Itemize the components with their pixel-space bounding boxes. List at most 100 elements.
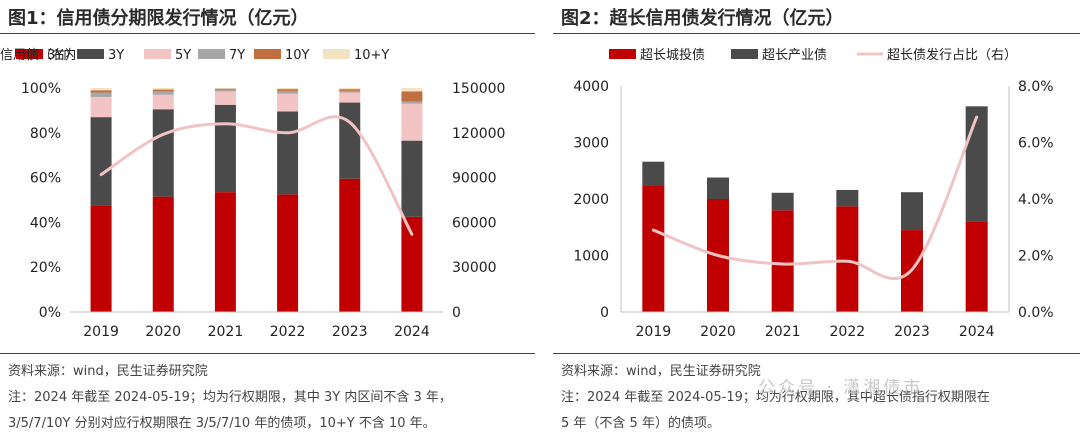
bar-segment xyxy=(277,90,299,94)
bar-segment xyxy=(771,210,794,312)
y2-tick-label: 4.0% xyxy=(1018,192,1054,208)
legend-swatch xyxy=(144,49,171,59)
bar-segment xyxy=(90,90,112,93)
series-line xyxy=(99,115,414,236)
bar-segment xyxy=(642,161,665,187)
bar-segment xyxy=(965,106,988,222)
x-tick-label: 2023 xyxy=(332,324,368,340)
bar-segment xyxy=(401,103,423,141)
bar-segment xyxy=(277,89,299,91)
legend-label: 10+Y xyxy=(354,48,389,63)
y2-tick-label: 30000 xyxy=(452,260,497,276)
chart-panel-right: 图2：超长信用债发行情况（亿元） 超长城投债 超长产业债 超长债发行占比（右） 201… xyxy=(553,0,1080,438)
legend-swatch xyxy=(609,49,636,59)
legend-swatch xyxy=(323,49,350,59)
bar-segment xyxy=(90,117,112,206)
watermark: 公众号 · 潇湘债市 xyxy=(758,378,924,398)
bar-segment xyxy=(771,192,794,211)
bar-segment xyxy=(90,92,112,97)
y-tick-label: 80% xyxy=(30,126,61,142)
bar-segment xyxy=(152,94,174,110)
chart-title: 图1：信用债分期限发行情况（亿元） xyxy=(8,8,309,29)
bar-segment xyxy=(152,196,174,312)
y-tick-label: 20% xyxy=(30,260,61,276)
y-tick-label: 3000 xyxy=(573,136,609,152)
title-divider xyxy=(553,33,1080,34)
bar-segment xyxy=(339,102,361,179)
bar-segment xyxy=(214,91,236,105)
bar-segment xyxy=(277,88,299,90)
legend-label: 超长债发行占比（右） xyxy=(887,47,1017,63)
y2-tick-label: 0.0% xyxy=(1018,305,1054,321)
legend-label: 3Y xyxy=(108,48,124,63)
bar-segment xyxy=(707,177,729,199)
legend-label: 超长产业债 xyxy=(762,48,827,63)
bar-segment xyxy=(401,88,423,92)
y2-tick-label: 8.0% xyxy=(1018,79,1054,95)
footnote-line-1: 注：2024 年截至 2024-05-19；均为行权期限，其中超长债指行权期限在 xyxy=(561,390,990,405)
y2-tick-label: 150000 xyxy=(452,81,505,97)
y2-tick-label: 6.0% xyxy=(1018,136,1054,152)
legend-swatch xyxy=(254,49,281,59)
bar-segment xyxy=(965,221,988,312)
chart-title: 图2：超长信用债发行情况（亿元） xyxy=(561,8,844,29)
bar-segment xyxy=(339,90,361,93)
bar-segment xyxy=(152,88,174,90)
bar-segment xyxy=(836,206,859,312)
footer-divider xyxy=(553,353,1080,354)
bar-segment xyxy=(277,111,299,195)
legend-swatch xyxy=(198,49,225,59)
bar-segment xyxy=(277,194,299,312)
y-tick-label: 0 xyxy=(600,305,609,321)
bar-segment xyxy=(214,88,236,90)
bar-segment xyxy=(339,178,361,312)
y-tick-label: 60% xyxy=(30,171,61,187)
stacked-bar-chart-right: 超长城投债 超长产业债 超长债发行占比（右） 2019 2020 2021 2022 2023… xyxy=(573,47,1054,340)
bar-segment xyxy=(277,93,299,112)
x-tick-label: 2021 xyxy=(765,324,801,340)
bar-segment xyxy=(642,186,665,312)
bar-segment xyxy=(401,140,423,217)
x-tick-label: 2019 xyxy=(636,324,672,340)
source-note: 资料来源：wind，民生证券研究院 xyxy=(8,364,208,379)
bar-segment xyxy=(401,216,423,312)
bar-segment xyxy=(339,88,361,90)
bar-segment xyxy=(90,88,112,91)
y2-tick-label: 90000 xyxy=(452,171,497,187)
bar-segment xyxy=(339,92,361,103)
bar-segment xyxy=(152,109,174,197)
legend-label: 7Y xyxy=(229,48,245,63)
y2-tick-label: 60000 xyxy=(452,215,497,231)
bar-segment xyxy=(152,89,174,92)
legend-label: 10Y xyxy=(285,48,310,63)
y2-tick-label: 2.0% xyxy=(1018,249,1054,265)
legend-label: 3Y内 xyxy=(47,47,76,63)
x-tick-label: 2024 xyxy=(394,324,430,340)
legend-swatch xyxy=(77,49,104,59)
bar-segment xyxy=(214,192,236,312)
bar-segment xyxy=(836,189,859,207)
bar-segment xyxy=(339,89,361,91)
y-tick-label: 2000 xyxy=(573,192,609,208)
bar-segment xyxy=(901,192,923,231)
x-tick-label: 2019 xyxy=(83,324,119,340)
footnote-line-2: 3/5/7/10Y 分别对应行权期限在 3/5/7/10 年的债项，10+Y 不… xyxy=(8,416,436,431)
y-tick-label: 1000 xyxy=(573,249,609,265)
x-tick-label: 2023 xyxy=(894,324,930,340)
x-tick-label: 2020 xyxy=(700,324,736,340)
stacked-bar-chart-left: 3Y内 3Y 5Y 7Y 10Y 10+Y 信用债（右） 2019 2020 2021 2022 20… xyxy=(0,47,505,340)
bar-segment xyxy=(90,205,112,312)
x-tick-label: 2022 xyxy=(830,324,866,340)
footer-divider xyxy=(0,353,535,354)
bar-segment xyxy=(401,91,423,102)
bar-segment xyxy=(90,96,112,118)
legend-label: 5Y xyxy=(175,48,191,63)
y-tick-label: 0% xyxy=(39,305,61,321)
y-tick-label: 40% xyxy=(30,215,61,231)
legend-label: 超长城投债 xyxy=(640,47,705,63)
y2-tick-label: 120000 xyxy=(452,126,505,142)
bar-segment xyxy=(214,104,236,193)
y-tick-label: 4000 xyxy=(573,79,609,95)
y2-tick-label: 0 xyxy=(452,305,461,321)
footnote-line-1: 注：2024 年截至 2024-05-19；均为行权期限，其中 3Y 内区间不含… xyxy=(8,390,452,405)
